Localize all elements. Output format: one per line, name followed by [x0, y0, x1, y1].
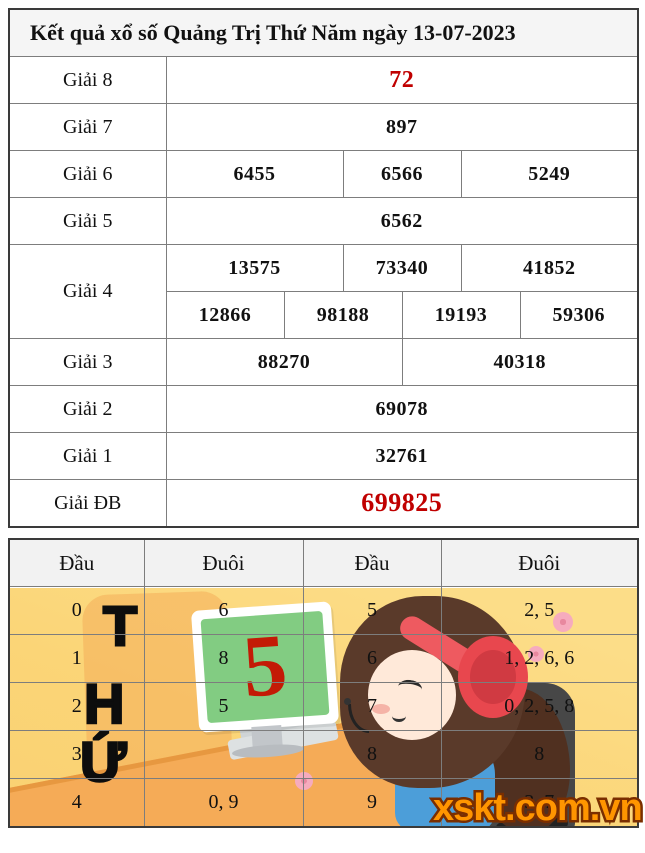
prize-g4-value: 41852: [460, 244, 639, 292]
tail-cell: 5: [143, 682, 304, 731]
prize-db-value: 699825: [165, 479, 639, 528]
tail-cell: 1, 2, 6, 6: [440, 634, 639, 683]
tail-cell: 8: [143, 634, 304, 683]
prize-g4-value: 13575: [165, 244, 344, 292]
table-row: Giải 4 13575 73340 41852: [8, 244, 639, 339]
tail-cell: 8: [440, 730, 639, 779]
prize-g4-value: 12866: [165, 291, 285, 339]
prize-g3-value: 88270: [165, 338, 403, 386]
head-cell: 2: [8, 682, 145, 731]
page-title: Kết quả xổ số Quảng Trị Thứ Năm ngày 13-…: [8, 8, 639, 57]
prize-g2-label: Giải 2: [8, 385, 167, 433]
table-row: 2 5 7 0, 2, 5, 8: [8, 682, 639, 731]
table-row: Giải 7 897: [8, 103, 639, 151]
prize-g2-value: 69078: [165, 385, 639, 433]
table-row: 3 8 8: [8, 730, 639, 779]
table-row: Giải 6 6455 6566 5249: [8, 150, 639, 198]
prize-g4-value: 98188: [283, 291, 403, 339]
prize-g3-value: 40318: [401, 338, 639, 386]
tail-cell: [143, 730, 304, 779]
table-row: Giải 8 72: [8, 56, 639, 104]
head-cell: 5: [302, 586, 442, 635]
prize-g3-label: Giải 3: [8, 338, 167, 386]
head-cell: 8: [302, 730, 442, 779]
prize-g1-value: 32761: [165, 432, 639, 480]
head-column-header: Đầu: [8, 538, 145, 587]
tail-column-header: Đuôi: [440, 538, 639, 587]
prize-g4-label: Giải 4: [8, 244, 167, 339]
head-cell: 6: [302, 634, 442, 683]
prize-g1-label: Giải 1: [8, 432, 167, 480]
prize-g6-label: Giải 6: [8, 150, 167, 198]
tail-cell: 3, 7: [440, 778, 639, 828]
table-header-row: Đầu Đuôi Đầu Đuôi: [8, 538, 639, 587]
table-row: 0 6 5 2, 5: [8, 586, 639, 635]
head-cell: 3: [8, 730, 145, 779]
prize-g4-value: 59306: [519, 291, 639, 339]
head-cell: 0: [8, 586, 145, 635]
prize-db-label: Giải ĐB: [8, 479, 167, 528]
prize-g8-label: Giải 8: [8, 56, 167, 104]
table-row: 1 8 6 1, 2, 6, 6: [8, 634, 639, 683]
table-row: Giải 5 6562: [8, 197, 639, 245]
site-watermark: xskt.com.vn: [431, 785, 645, 831]
tail-cell: 2, 5: [440, 586, 639, 635]
table-row: Kết quả xổ số Quảng Trị Thứ Năm ngày 13-…: [8, 8, 639, 57]
prize-g8-value: 72: [165, 56, 639, 104]
head-cell: 4: [8, 778, 145, 828]
table-row: 12866 98188 19193 59306: [9, 291, 639, 339]
table-row: Giải 2 69078: [8, 385, 639, 433]
prize-g5-value: 6562: [165, 197, 639, 245]
table-row: Giải 1 32761: [8, 432, 639, 480]
table-row: Giải ĐB 699825: [8, 479, 639, 528]
tail-cell: 0, 2, 5, 8: [440, 682, 639, 731]
tail-cell: 0, 9: [143, 778, 304, 828]
head-column-header: Đầu: [302, 538, 442, 587]
tail-column-header: Đuôi: [143, 538, 304, 587]
head-tail-table: Đầu Đuôi Đầu Đuôi 0 6 5 2, 5 1 8 6 1, 2,…: [8, 538, 639, 828]
head-cell: 7: [302, 682, 442, 731]
table-row: 4 0, 9 9 3, 7: [8, 778, 639, 828]
prize-g6-value: 6455: [165, 150, 344, 198]
results-table: Kết quả xổ số Quảng Trị Thứ Năm ngày 13-…: [8, 8, 639, 528]
prize-g6-value: 6566: [342, 150, 462, 198]
prize-g7-label: Giải 7: [8, 103, 167, 151]
head-cell: 1: [8, 634, 145, 683]
site-watermark-text: xskt.com.vn: [433, 787, 642, 829]
prize-g7-value: 897: [165, 103, 639, 151]
tail-cell: 6: [143, 586, 304, 635]
table-row: Giải 3 88270 40318: [8, 338, 639, 386]
prize-g5-label: Giải 5: [8, 197, 167, 245]
head-tail-section: 5 T H Ứ: [8, 538, 645, 830]
prize-g4-value: 19193: [401, 291, 521, 339]
prize-g4-value: 73340: [342, 244, 462, 292]
head-cell: 9: [302, 778, 442, 828]
prize-g6-value: 5249: [460, 150, 639, 198]
